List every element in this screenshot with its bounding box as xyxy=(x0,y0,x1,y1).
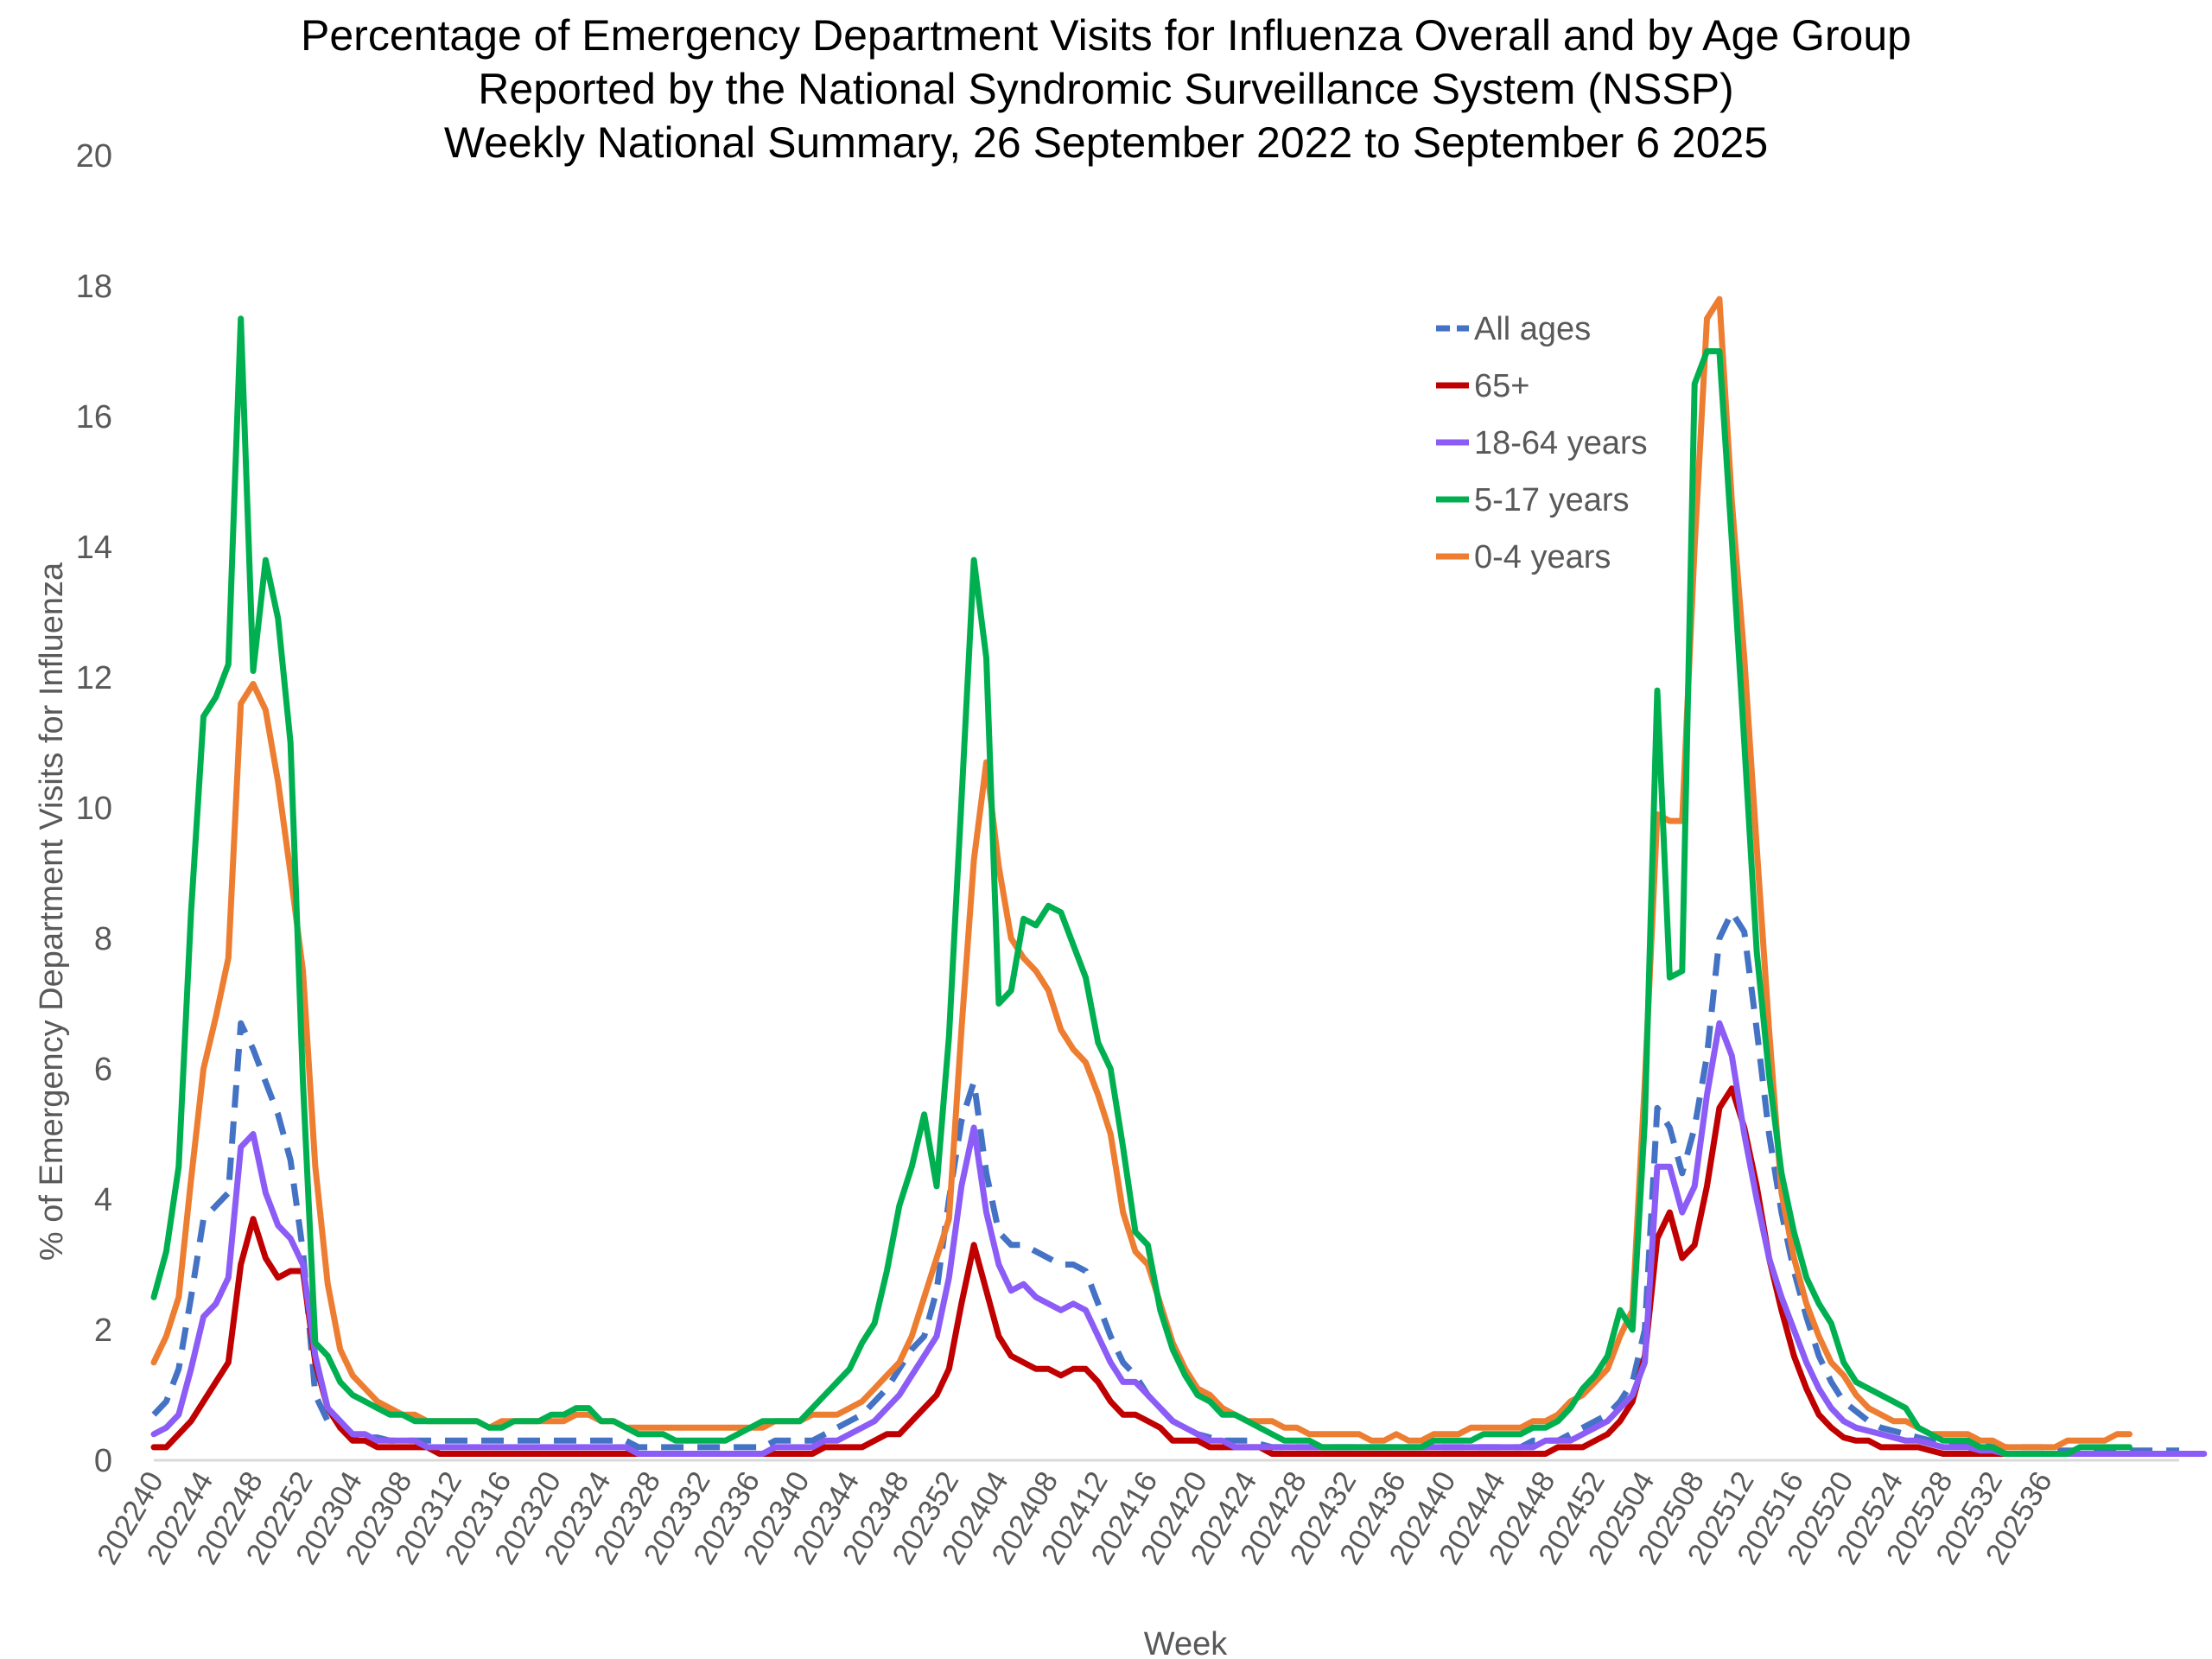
chart-title-line-3: Weekly National Summary, 26 September 20… xyxy=(443,118,1769,167)
legend-label: All ages xyxy=(1474,311,1591,347)
chart-title-line-1: Percentage of Emergency Department Visit… xyxy=(301,11,1911,60)
x-axis-title: Week xyxy=(1144,1626,1228,1659)
y-tick-label: 12 xyxy=(76,660,112,696)
legend-label: 18-64 years xyxy=(1474,425,1648,461)
y-tick-label: 14 xyxy=(76,530,112,566)
x-axis-ticks: 2022402022442022482022522023042023082023… xyxy=(91,1466,2059,1571)
y-tick-label: 2 xyxy=(94,1313,112,1349)
legend-label: 5-17 years xyxy=(1474,482,1630,518)
y-axis-ticks: 0 2 4 6 8 10 12 14 16 18 20 xyxy=(76,138,112,1479)
y-tick-label: 0 xyxy=(94,1443,112,1479)
y-tick-label: 6 xyxy=(94,1052,112,1088)
legend-label: 0-4 years xyxy=(1474,539,1611,575)
chart-title-line-2: Reported by the National Syndromic Surve… xyxy=(478,65,1734,113)
series-line-5-17-years xyxy=(150,315,2133,1457)
series-line-18-64-years xyxy=(150,1020,2208,1457)
chart-title: Percentage of Emergency Department Visit… xyxy=(0,9,2212,169)
series-line-65- xyxy=(150,1085,2183,1457)
y-tick-label: 8 xyxy=(94,921,112,957)
series-line-0-4-years xyxy=(150,296,2133,1451)
series-lines xyxy=(150,296,2208,1457)
series-line-all-ages xyxy=(151,909,2179,1454)
y-axis-title: % of Emergency Department Visits for Inf… xyxy=(34,562,70,1261)
y-tick-label: 10 xyxy=(76,791,112,827)
y-tick-label: 16 xyxy=(76,399,112,435)
y-tick-label: 4 xyxy=(94,1182,112,1218)
legend: All ages 65+ 18-64 years 5-17 years 0-4 year… xyxy=(1436,311,1648,575)
y-tick-label: 20 xyxy=(76,138,112,175)
legend-label: 65+ xyxy=(1474,368,1529,404)
y-tick-label: 18 xyxy=(76,269,112,305)
